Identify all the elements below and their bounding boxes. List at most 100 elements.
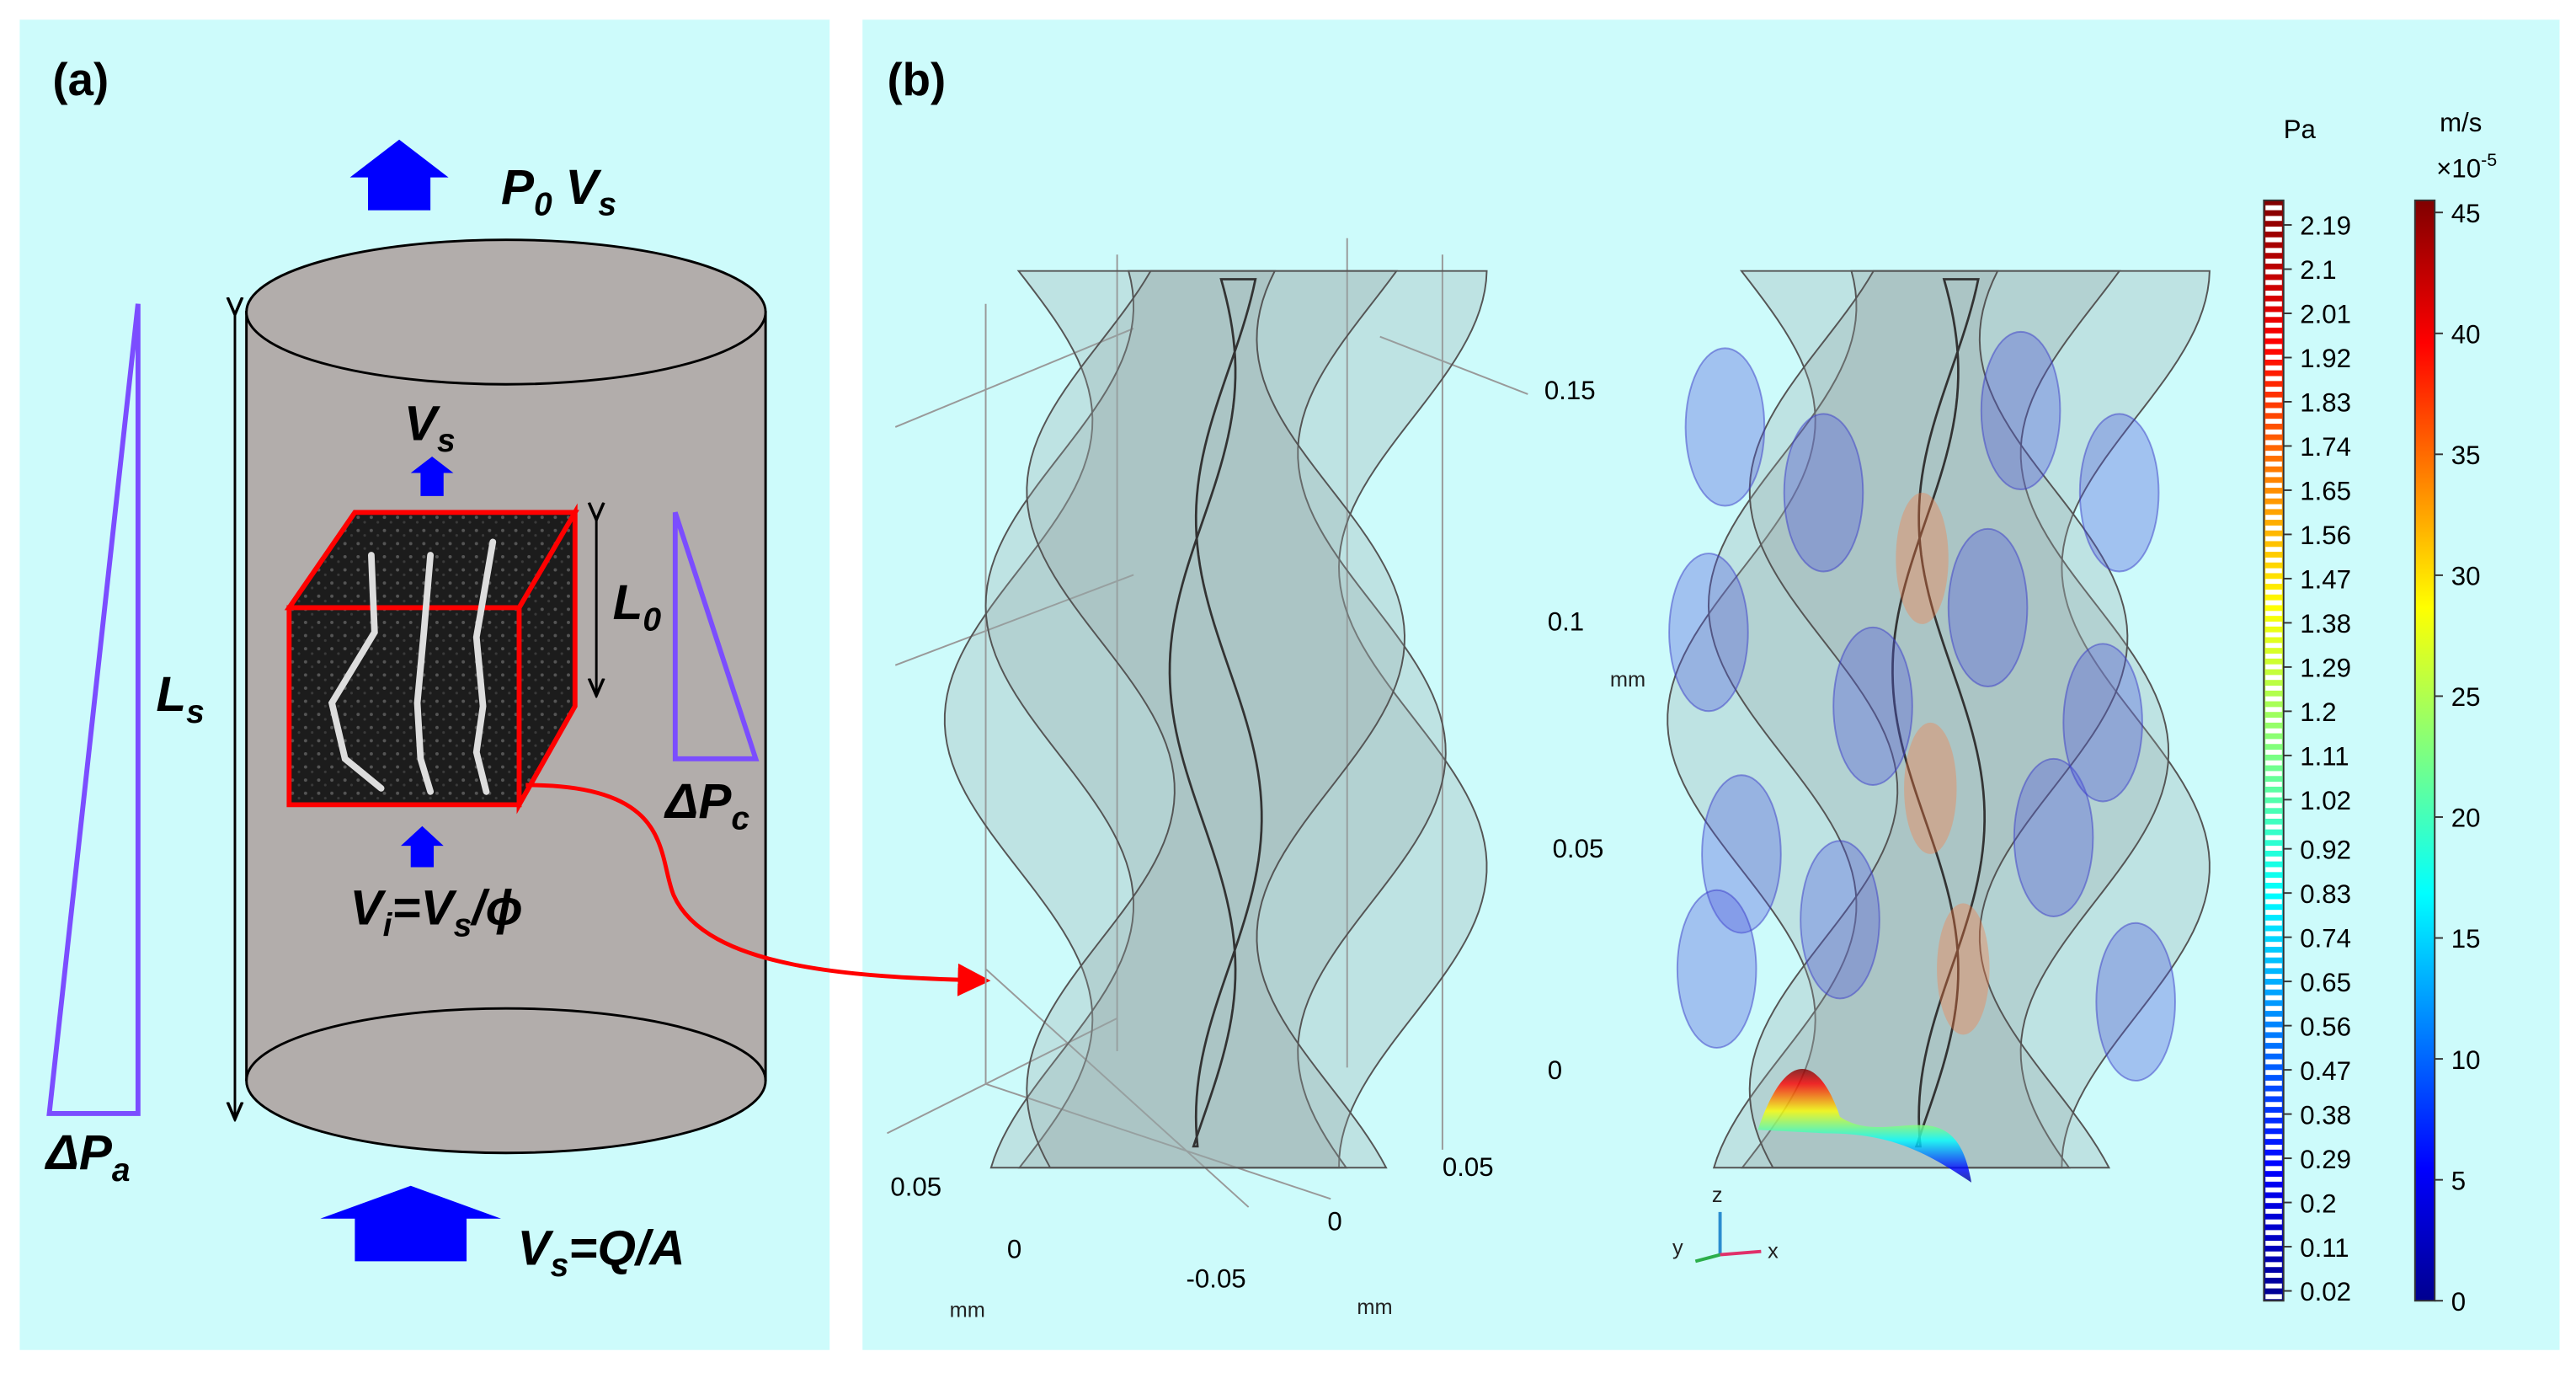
colorbar-tick-label: 1.29: [2300, 654, 2351, 683]
inlet-label: Vs=Q/A: [518, 1221, 685, 1284]
z-tick-label: 0: [1548, 1055, 1562, 1085]
colorbar-gap: [2265, 483, 2282, 489]
colorbar-gap: [2265, 1177, 2282, 1182]
colorbar-gap: [2265, 846, 2282, 851]
triad-label: y: [1672, 1237, 1683, 1260]
channel-curve: [1168, 278, 1263, 1148]
colorbar-tick-label: 5: [2451, 1166, 2466, 1195]
colorbar-tick-label: 1.2: [2300, 697, 2336, 727]
panel-label: (b): [887, 54, 946, 105]
symbol: V: [518, 1221, 555, 1275]
colorbar-gap: [2265, 387, 2282, 393]
colorbar-tick-label: 0: [2451, 1287, 2466, 1317]
sample-cube: [284, 503, 579, 815]
colorbar-tick-label: 0.2: [2300, 1189, 2336, 1218]
colorbar-gap: [2265, 419, 2282, 425]
y-tick-label: 0.05: [890, 1172, 941, 1201]
colorbar-gap: [2265, 1027, 2282, 1033]
x-tick-label: 0.05: [1443, 1152, 1494, 1182]
symbol: =V: [392, 881, 457, 936]
cube-velocity-label: Vs: [404, 397, 456, 460]
colorbar-gap: [2265, 472, 2282, 478]
subscript: s: [598, 186, 616, 222]
colorbar-gap: [2265, 1144, 2282, 1150]
cross-section: [1800, 840, 1880, 1000]
colorbar-tick-label: 0.65: [2300, 968, 2351, 997]
colorbar-tick-label: 1.92: [2300, 344, 2351, 373]
colorbar-tick-label: 30: [2451, 562, 2481, 591]
cross-section: [2078, 413, 2160, 573]
z-tick-label: 0.05: [1553, 834, 1604, 863]
colorbar-gap: [2265, 1112, 2282, 1118]
colorbar-gap: [2265, 1187, 2282, 1193]
colorbar-tick-label: 0.92: [2300, 835, 2351, 864]
colorbar-gap: [2265, 910, 2282, 916]
interstitial-velocity-label: Vi=Vs/ϕ: [350, 881, 523, 944]
colorbar-gap: [2265, 974, 2282, 980]
cross-section: [1668, 553, 1749, 713]
colorbar-gap: [2265, 333, 2282, 339]
colorbar-gap: [2265, 440, 2282, 446]
colorbar-gap: [2265, 1262, 2282, 1268]
cross-section: [2095, 922, 2176, 1082]
colorbar-gap: [2265, 984, 2282, 990]
colorbar-gap: [2265, 878, 2282, 883]
colorbar-gap: [2265, 429, 2282, 435]
flow-highlight: [1937, 903, 1990, 1035]
colorbar-gap: [2265, 1219, 2282, 1225]
colorbar-gap: [2265, 814, 2282, 819]
colorbar-gap: [2265, 504, 2282, 510]
colorbar-gap: [2265, 1091, 2282, 1097]
colorbar-tick-label: 15: [2451, 924, 2481, 954]
colorbar-gap: [2265, 963, 2282, 969]
colorbar-gap: [2265, 728, 2282, 734]
colorbar-gap: [2265, 269, 2282, 275]
colorbar-tick-label: 0.83: [2300, 879, 2351, 909]
colorbar-gap: [2265, 1166, 2282, 1172]
y-tick-label: -0.05: [1187, 1264, 1246, 1294]
colorbar-gap: [2265, 1102, 2282, 1108]
symbol: L: [156, 667, 186, 722]
colorbar-gap: [2265, 536, 2282, 542]
exponent: -5: [2481, 150, 2497, 170]
colorbar-tick-label: 1.65: [2300, 477, 2351, 506]
colorbar-gap: [2265, 1209, 2282, 1214]
colorbar-gap: [2265, 1230, 2282, 1236]
colorbar-gap: [2265, 493, 2282, 499]
colorbar-gap: [2265, 718, 2282, 723]
symbol: =Q/A: [568, 1221, 685, 1275]
symbol: ΔP: [45, 1125, 113, 1180]
colorbar-gap: [2265, 643, 2282, 649]
colorbar-gap: [2265, 739, 2282, 745]
cross-section: [1676, 889, 1757, 1049]
subscript: s: [551, 1247, 569, 1284]
subscript: a: [112, 1152, 131, 1189]
colorbar-gap: [2265, 397, 2282, 403]
colorbar-gap: [2265, 376, 2282, 382]
colorbar-gap: [2265, 664, 2282, 670]
colorbar-tick-label: 1.02: [2300, 786, 2351, 815]
colorbar-gap: [2265, 365, 2282, 371]
subscript: c: [731, 801, 749, 837]
colorbar-gap: [2265, 1123, 2282, 1129]
colorbar-gap: [2265, 621, 2282, 627]
colorbar-gap: [2265, 899, 2282, 905]
flow-highlight: [1896, 492, 1949, 624]
colorbar-tick-label: 35: [2451, 441, 2481, 470]
cross-section: [1701, 774, 1782, 934]
colorbar-gap: [2265, 227, 2282, 232]
x-tick-label: 0: [1327, 1206, 1341, 1236]
subscript: s: [454, 907, 472, 943]
colorbar-gap: [2265, 355, 2282, 360]
colorbar-gap: [2265, 654, 2282, 659]
cross-section: [2062, 643, 2143, 803]
colorbar-gap: [2265, 1048, 2282, 1054]
colorbar-gap: [2265, 931, 2282, 937]
cube-length-label: L0: [613, 575, 662, 638]
outlet-label: P0 Vs: [501, 160, 616, 223]
pressure-triangle: [46, 303, 141, 1116]
sample-pressure-label: ΔPa: [45, 1125, 131, 1189]
pore-surface: [1748, 270, 2129, 1169]
axis-unit: mm: [950, 1299, 985, 1322]
cross-section: [1684, 347, 1766, 507]
